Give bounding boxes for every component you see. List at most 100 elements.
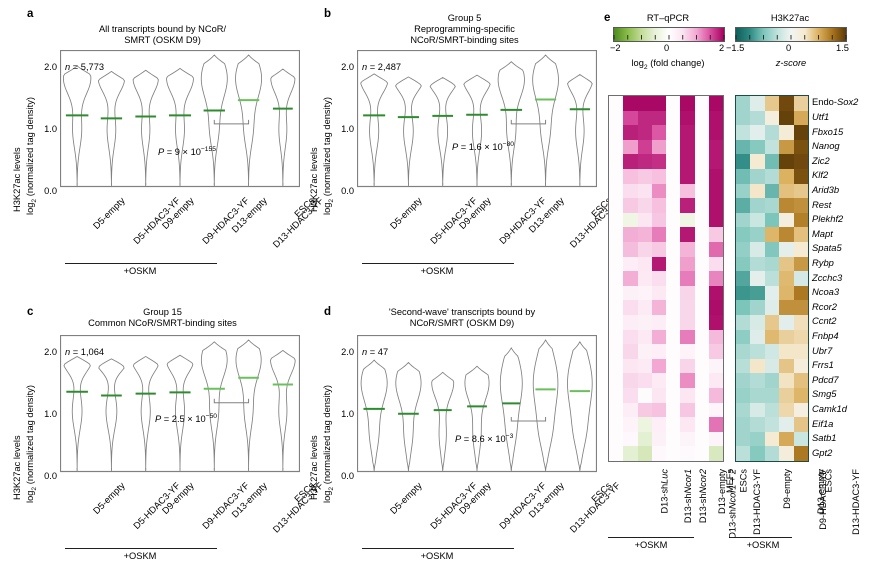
heatmap-cell — [764, 183, 780, 199]
panel-a-ytick-2: 2.0 — [44, 62, 57, 72]
heatmap-cell — [708, 110, 724, 126]
panel-c-ylabel-line1: H3K27ac levels — [12, 435, 22, 500]
heatmap-cell — [694, 256, 710, 272]
heatmap-cell — [694, 212, 710, 228]
heatmap-cell — [764, 285, 780, 301]
heatmap-cell — [609, 285, 624, 301]
heatmap-cell — [666, 125, 681, 141]
heatmap-cell — [779, 344, 794, 360]
heatmap-cell — [651, 169, 667, 184]
heatmap-cell — [736, 242, 751, 257]
heatmap-cell — [708, 198, 724, 214]
panel-d-ylabel: H3K27ac levels — [309, 435, 320, 500]
rtqpcr-cb-mid: 0 — [664, 43, 670, 53]
heatmap-cell — [736, 96, 751, 111]
panel-a-ytick-1: 1.0 — [44, 124, 57, 134]
heatmap-cell — [793, 96, 809, 111]
heatmap-cell — [764, 417, 780, 433]
heatmap-cell — [793, 315, 809, 330]
panel-c-title-line1: Group 15 — [143, 307, 182, 317]
heatmap-cell — [764, 110, 780, 126]
heatmap-cell — [750, 402, 766, 418]
heatmap-cell — [651, 125, 667, 141]
heatmap-cell — [736, 227, 751, 243]
gene-label: Ccnt2 — [812, 315, 837, 327]
heatmap-cell — [651, 446, 667, 462]
heatmap-cell — [736, 417, 751, 433]
heatmap-cell — [623, 256, 638, 272]
heatmap-cell — [694, 183, 710, 199]
heatmap-cell — [666, 110, 681, 126]
heatmap-cell — [623, 96, 638, 111]
panel-a-group-rule — [65, 263, 217, 264]
heatmap-cell — [666, 315, 681, 330]
heatmap-cell — [779, 96, 794, 111]
heatmap-cell — [680, 256, 695, 272]
heatmap-cell — [694, 388, 710, 403]
gene-label: Spata5 — [812, 242, 842, 254]
heatmap-cell — [609, 300, 624, 316]
heatmap-cell — [666, 212, 681, 228]
heatmap-cell — [651, 402, 667, 418]
heatmap-cell — [736, 139, 751, 155]
panel-c: c Group 15 Common NCoR/SMRT-binding site… — [0, 285, 325, 575]
panel-d-group-label: +OSKM — [420, 551, 454, 561]
heatmap-cell — [637, 271, 653, 287]
heatmap-cell — [651, 344, 667, 360]
panel-b: b Group 5 Reprogramming-specific NCoR/SM… — [297, 0, 622, 290]
h3k27ac-cb-min: −1.5 — [726, 43, 745, 53]
heatmap-cell — [637, 402, 653, 418]
heatmap-column-label: D13-HDAC3-YF — [752, 469, 763, 535]
heatmap-cell — [779, 358, 794, 374]
heatmap-cell — [651, 431, 667, 447]
gene-label: Frrs1 — [812, 359, 834, 371]
heatmap-cell — [666, 344, 681, 360]
heatmap-cell — [637, 417, 653, 433]
heatmap-cell — [623, 315, 638, 330]
gene-label: Zic2 — [812, 154, 830, 166]
heatmap-cell — [637, 227, 653, 243]
heatmap-cell — [750, 110, 766, 126]
heatmap-cell — [764, 300, 780, 316]
heatmap-cell — [666, 402, 681, 418]
heatmap-cell — [779, 198, 794, 214]
heatmap-cell — [793, 402, 809, 418]
panel-d-title-line2: NCoR/SMRT (OSKM D9) — [409, 318, 515, 329]
heatmap-cell — [637, 242, 653, 257]
panel-d-n-label: n = 47 — [362, 347, 389, 357]
heatmap-cell — [651, 256, 667, 272]
heatmap-cell — [651, 183, 667, 199]
heatmap-cell — [708, 169, 724, 184]
heatmap-cell — [637, 198, 653, 214]
heatmap-cell — [666, 388, 681, 403]
heatmap-cell — [609, 198, 624, 214]
heatmap-cell — [736, 198, 751, 214]
rtqpcr-colorbar-ticks — [613, 35, 725, 40]
heatmap-cell — [609, 388, 624, 403]
heatmap-cell — [750, 183, 766, 199]
panel-a-ylabel-line1: H3K27ac levels — [12, 147, 22, 212]
heatmap-cell — [750, 388, 766, 403]
heatmap-cell — [708, 271, 724, 287]
heatmap-cell — [637, 139, 653, 155]
heatmap-cell — [779, 402, 794, 418]
heatmap-cell — [793, 256, 809, 272]
h3k27ac-cb-max: 1.5 — [836, 43, 849, 53]
panel-d-ytick-1: 1.0 — [341, 409, 354, 419]
heatmap-cell — [793, 154, 809, 170]
panel-b-ytick-2: 2.0 — [341, 62, 354, 72]
heatmap-cell — [694, 125, 710, 141]
heatmap-cell — [694, 198, 710, 214]
heatmap-cell — [750, 285, 766, 301]
panel-c-ytick-0: 0.0 — [44, 471, 57, 481]
panel-a-n-label: n = 5,773 — [65, 62, 105, 72]
heatmap-cell — [609, 256, 624, 272]
heatmap-cell — [708, 183, 724, 199]
heatmap-cell — [637, 315, 653, 330]
heatmap-cell — [666, 285, 681, 301]
heatmap-cell — [609, 227, 624, 243]
heatmap-cell — [651, 96, 667, 111]
heatmap-cell — [623, 300, 638, 316]
panel-c-title-line2: Common NCoR/SMRT-binding sites — [88, 318, 237, 329]
panel-d-group-rule — [362, 548, 514, 549]
